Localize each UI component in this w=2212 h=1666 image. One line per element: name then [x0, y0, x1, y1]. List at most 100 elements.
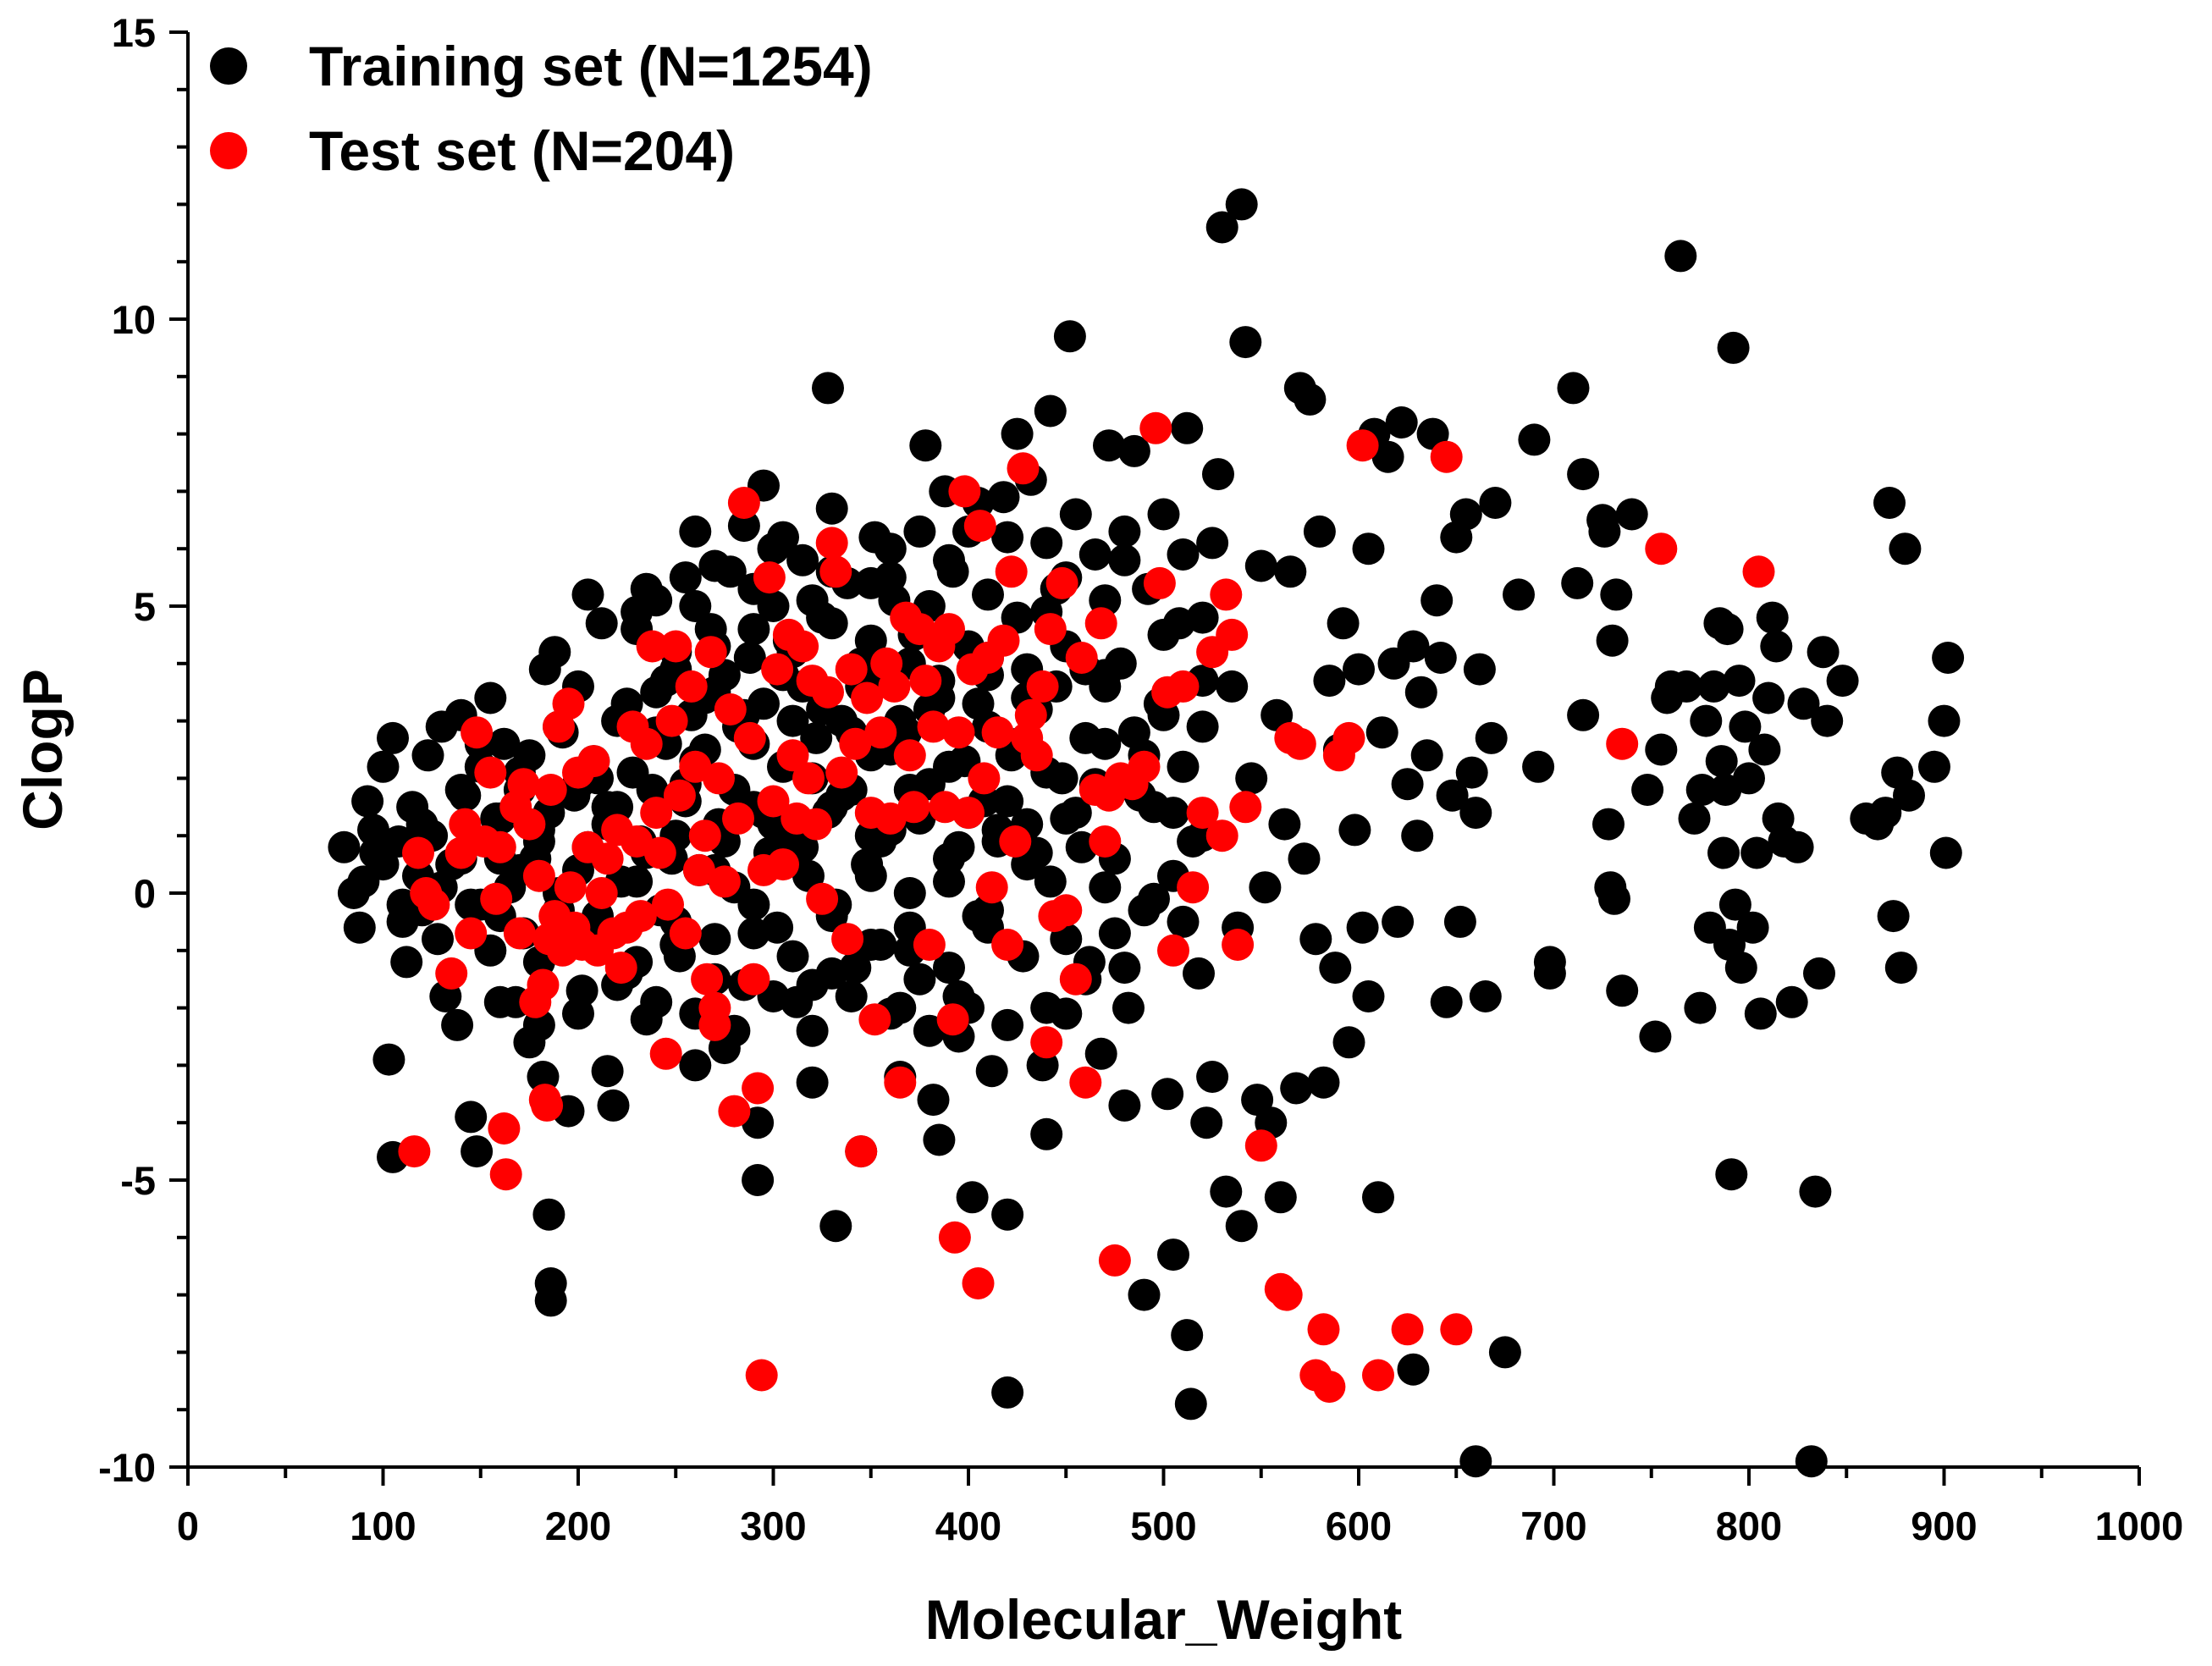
training-point: [1645, 733, 1678, 766]
x-tick-label: 300: [740, 1503, 806, 1548]
test-point: [624, 900, 657, 933]
training-point: [1112, 991, 1145, 1024]
test-point: [845, 1135, 878, 1168]
test-point: [552, 687, 585, 720]
legend: Training set (N=1254) Test set (N=204): [210, 35, 873, 182]
training-point: [942, 830, 975, 863]
test-point: [839, 727, 872, 760]
test-point: [503, 917, 536, 950]
training-point: [1147, 498, 1180, 531]
training-point: [1352, 980, 1385, 1012]
training-point: [1518, 423, 1551, 456]
training-point: [991, 1376, 1024, 1409]
test-point: [722, 802, 754, 835]
test-point: [1007, 452, 1040, 485]
training-point: [1089, 871, 1122, 904]
x-tick-label: 500: [1130, 1503, 1196, 1548]
training-point: [1190, 1106, 1223, 1139]
training-point: [1557, 372, 1590, 405]
training-point: [800, 721, 833, 754]
training-point: [1084, 1037, 1117, 1070]
test-point: [963, 510, 996, 543]
test-point: [933, 613, 965, 646]
training-point: [1533, 957, 1566, 990]
training-point: [621, 865, 654, 898]
training-point: [328, 830, 361, 863]
training-point: [1736, 911, 1769, 944]
training-point: [1455, 756, 1488, 789]
training-point: [538, 636, 571, 669]
training-point: [909, 429, 942, 462]
training-point: [812, 372, 844, 405]
training-point: [455, 1101, 488, 1134]
training-point: [1059, 797, 1092, 830]
training-point: [585, 607, 618, 640]
test-point: [792, 762, 825, 795]
test-point: [675, 670, 708, 703]
training-point: [1685, 774, 1718, 806]
test-point: [1098, 1244, 1131, 1277]
training-point: [1030, 1117, 1063, 1150]
test-point: [643, 836, 676, 869]
test-point: [455, 917, 488, 950]
test-point: [682, 853, 715, 886]
training-point: [1606, 974, 1639, 1007]
training-point: [1401, 819, 1434, 852]
training-point: [786, 543, 819, 576]
training-point: [1167, 538, 1200, 571]
x-tick-label: 200: [545, 1503, 611, 1548]
training-point: [441, 1008, 474, 1041]
training-point: [351, 785, 384, 818]
training-point: [1684, 991, 1717, 1024]
training-point: [903, 963, 936, 996]
test-point: [688, 819, 721, 852]
test-point: [858, 1003, 891, 1036]
training-point: [1724, 952, 1757, 985]
training-point: [1151, 1078, 1184, 1111]
training-point: [1171, 411, 1204, 444]
training-point: [1748, 733, 1781, 766]
legend-marker-training: [210, 47, 247, 85]
training-point: [933, 952, 965, 985]
training-point: [591, 1055, 624, 1088]
test-point: [669, 917, 702, 950]
training-point: [527, 1061, 560, 1093]
training-point: [1294, 383, 1327, 416]
legend-marker-test: [210, 132, 247, 169]
training-point: [956, 1181, 989, 1214]
test-point: [1216, 618, 1249, 651]
training-point: [411, 739, 444, 772]
training-point: [1424, 642, 1457, 674]
training-point: [640, 584, 673, 617]
training-point: [1436, 779, 1469, 812]
training-point: [1343, 653, 1375, 686]
test-point: [727, 487, 760, 519]
test-point: [659, 630, 692, 663]
training-point: [1171, 1319, 1204, 1352]
test-point: [800, 808, 833, 841]
training-point: [1030, 527, 1063, 560]
test-point: [1332, 721, 1365, 754]
test-point: [991, 929, 1024, 961]
training-point: [1449, 498, 1482, 531]
training-point: [1210, 1175, 1243, 1208]
training-point: [1205, 211, 1238, 244]
training-point: [1787, 687, 1820, 720]
training-point: [776, 940, 809, 973]
training-point: [1459, 1445, 1492, 1478]
test-point: [1139, 411, 1172, 444]
training-point: [1089, 659, 1122, 692]
training-point: [1826, 665, 1859, 698]
test-point: [402, 836, 434, 869]
test-point: [757, 785, 790, 818]
training-point: [1235, 762, 1268, 795]
training-point: [1929, 836, 1962, 869]
training-point: [1690, 704, 1723, 737]
test-point: [786, 630, 819, 663]
test-point: [480, 882, 513, 915]
training-point: [1117, 716, 1150, 749]
series-training: [328, 188, 1965, 1478]
training-point: [1327, 607, 1360, 640]
test-point: [694, 636, 727, 669]
test-point: [1089, 825, 1122, 858]
